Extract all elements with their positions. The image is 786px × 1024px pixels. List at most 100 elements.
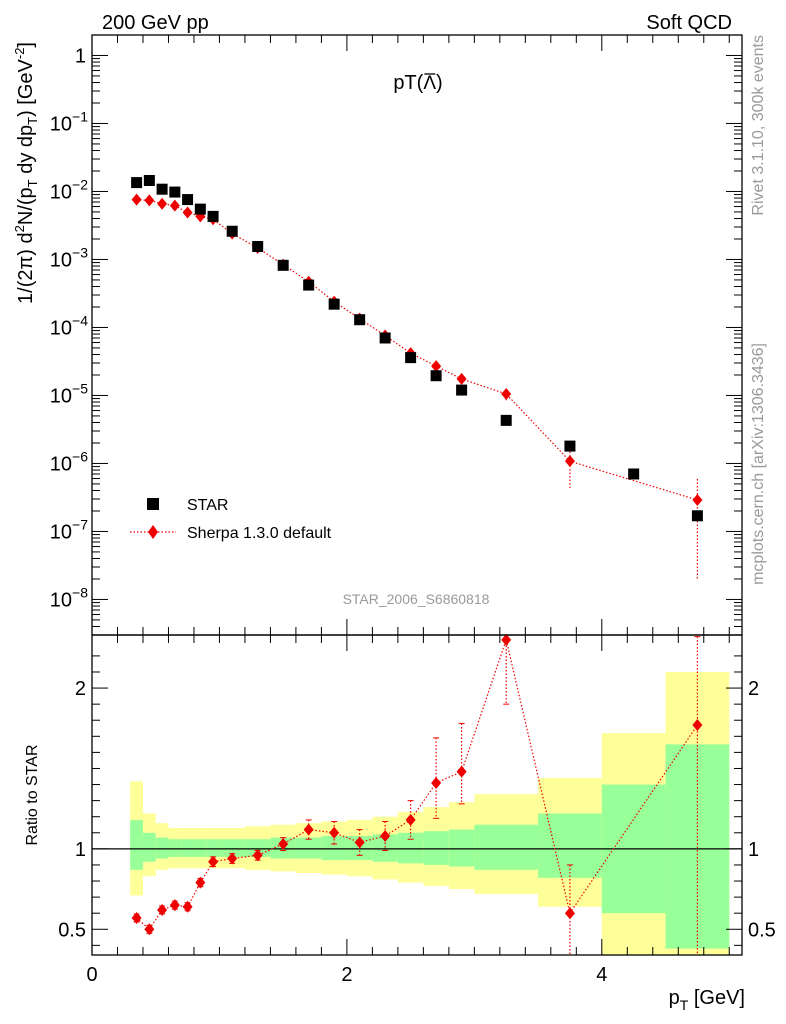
upper-frame: [91, 34, 743, 636]
green-band: [181, 839, 194, 857]
lower-frame: [91, 634, 743, 956]
green-band: [206, 839, 220, 857]
sherpa-point: [169, 199, 180, 212]
star-point: [430, 370, 442, 382]
ratio-point: [456, 765, 467, 778]
sherpa-point: [431, 360, 442, 373]
ratio-point: [329, 826, 340, 839]
star-point: [169, 186, 181, 198]
star-point: [628, 468, 640, 480]
star-point: [194, 203, 206, 215]
ratio-point: [144, 923, 155, 936]
green-band: [474, 824, 539, 870]
green-band: [155, 837, 169, 859]
ratio-point: [278, 838, 289, 851]
legend: STAR Sherpa 1.3.0 default: [130, 497, 332, 542]
x-tick-label: 0: [86, 964, 97, 986]
ratio-point: [501, 633, 512, 646]
ratio-point: [157, 903, 168, 916]
ratio-point: [354, 836, 365, 849]
y-tick-label: 10−6: [50, 448, 88, 475]
sherpa-point: [157, 197, 168, 210]
ratio-point: [405, 813, 416, 826]
green-band: [193, 839, 207, 857]
y-tick-label: 10−5: [50, 380, 88, 407]
star-point: [277, 259, 289, 271]
sherpa-line: [136, 199, 698, 501]
x-axis-label: pT [GeV]: [669, 987, 745, 1013]
ratio-y-tick-label-right: 1: [748, 839, 759, 861]
green-band: [219, 839, 245, 857]
star-point: [182, 194, 194, 206]
star-point: [405, 352, 417, 364]
green-band: [295, 837, 322, 859]
upper-axes: 1 10−1 10−2 10−3 10−4 10−5 10−6 10−7 10−8: [50, 34, 743, 636]
upper-y-axis-label: 1/(2π) d2N/(pT dy dpT) [GeV-2]: [12, 42, 40, 304]
sherpa-series-upper: [131, 193, 703, 579]
y-tick-label: 10−7: [50, 516, 88, 543]
lower-y-axis-label: Ratio to STAR: [24, 744, 41, 845]
green-band: [423, 831, 449, 865]
analysis-watermark: STAR_2006_S6860818: [343, 591, 490, 607]
y-tick-label: 10−8: [50, 584, 88, 611]
star-point: [303, 279, 315, 291]
sherpa-point: [131, 193, 142, 206]
green-band: [397, 832, 424, 864]
ratio-point: [564, 907, 575, 920]
star-point: [500, 414, 512, 426]
ratio-y-tick-label: 2: [75, 678, 86, 700]
star-point: [226, 225, 238, 237]
legend-marker-star: [147, 498, 159, 510]
plot-title: pT(Λ): [393, 72, 442, 94]
ratio-y-tick-label: 0.5: [58, 919, 86, 941]
rivet-version-label: Rivet 3.1.10, 300k events: [750, 35, 767, 216]
ratio-y-tick-label-right: 0.5: [748, 919, 776, 941]
y-tick-label: 10−1: [50, 108, 88, 135]
star-point: [456, 384, 468, 396]
ratio-point: [252, 849, 263, 862]
ratio-point: [195, 876, 206, 889]
ratio-y-tick-label: 1: [75, 839, 86, 861]
lower-axes: 0.5 0.5 1 1 2 2 0 2 4: [58, 634, 776, 986]
star-point: [691, 510, 703, 522]
header-right: Soft QCD: [646, 12, 732, 34]
ratio-point: [431, 776, 442, 789]
star-series-upper: [131, 174, 703, 522]
sherpa-point: [456, 372, 467, 385]
sherpa-point: [692, 494, 703, 507]
green-band: [168, 839, 182, 857]
green-band: [142, 832, 156, 862]
sherpa-point: [564, 455, 575, 468]
sherpa-series-ratio: [131, 633, 703, 956]
y-tick-label: 10−3: [50, 244, 88, 271]
star-point: [328, 298, 340, 310]
ratio-point: [208, 855, 219, 868]
header-left: 200 GeV pp: [102, 12, 209, 34]
ratio-point: [303, 823, 314, 836]
star-point: [131, 177, 143, 189]
ratio-point: [380, 830, 391, 843]
star-point: [354, 314, 366, 326]
legend-marker-sherpa: [148, 525, 158, 539]
ratio-uncertainty-bands: [130, 671, 730, 955]
star-point: [207, 210, 219, 222]
ratio-point: [692, 719, 703, 732]
y-tick-label: 10−4: [50, 312, 88, 339]
sherpa-point: [182, 206, 193, 219]
legend-label-sherpa: Sherpa 1.3.0 default: [187, 525, 332, 542]
lower-panel: 0.5 0.5 1 1 2 2 0 2 4 Ratio to STAR pT [GeV]: [24, 633, 776, 1013]
green-band: [130, 819, 143, 870]
ratio-point: [227, 852, 238, 865]
upper-panel: 110−110−210−310−410−510−610−710−8 pT(Λ) …: [12, 34, 743, 636]
x-tick-label: 2: [341, 964, 352, 986]
ratio-y-tick-label-right: 2: [748, 678, 759, 700]
sherpa-point: [144, 194, 155, 207]
x-tick-label: 4: [596, 964, 607, 986]
y-tick-label: 10−2: [50, 176, 88, 203]
ratio-point: [131, 912, 142, 925]
star-point: [143, 174, 155, 186]
star-point: [156, 183, 168, 195]
ratio-point: [169, 899, 180, 912]
ratio-point: [182, 900, 193, 913]
